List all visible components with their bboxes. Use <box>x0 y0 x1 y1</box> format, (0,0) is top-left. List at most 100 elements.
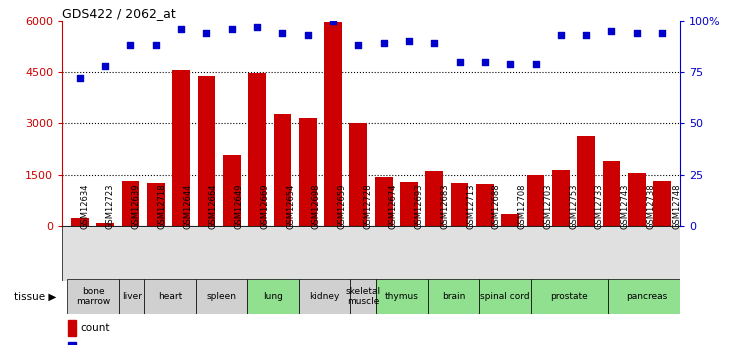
Point <box>99 63 111 69</box>
Bar <box>501 214 519 226</box>
Text: tissue ▶: tissue ▶ <box>14 292 56 302</box>
Bar <box>428 279 479 314</box>
Text: GSM12669: GSM12669 <box>260 183 269 229</box>
Bar <box>196 279 247 314</box>
Bar <box>375 177 393 226</box>
Point <box>276 30 288 36</box>
Point <box>251 24 263 30</box>
Bar <box>147 183 164 226</box>
Point <box>226 26 238 32</box>
Text: GSM12639: GSM12639 <box>132 183 140 229</box>
Text: GSM12649: GSM12649 <box>235 183 243 229</box>
Bar <box>476 184 493 226</box>
Text: GSM12708: GSM12708 <box>518 183 526 229</box>
Point <box>580 32 592 38</box>
Bar <box>299 279 350 314</box>
Bar <box>145 279 196 314</box>
Bar <box>349 123 367 226</box>
Bar <box>247 279 299 314</box>
Text: GSM12713: GSM12713 <box>466 183 475 229</box>
Text: GSM12748: GSM12748 <box>672 183 681 229</box>
Text: GSM12688: GSM12688 <box>492 183 501 229</box>
Text: GSM12674: GSM12674 <box>389 183 398 229</box>
Text: heart: heart <box>158 292 182 301</box>
Bar <box>602 161 621 226</box>
Text: spleen: spleen <box>207 292 237 301</box>
Bar <box>67 279 118 314</box>
Point <box>125 42 137 48</box>
Text: GSM12693: GSM12693 <box>414 183 424 229</box>
Point <box>150 42 162 48</box>
Bar <box>273 114 291 226</box>
Text: kidney: kidney <box>309 292 340 301</box>
Bar <box>223 155 240 226</box>
Text: count: count <box>80 323 110 333</box>
Bar <box>173 70 190 226</box>
Text: GSM12644: GSM12644 <box>183 183 192 229</box>
Point <box>504 61 516 67</box>
Point <box>454 59 466 65</box>
Text: brain: brain <box>442 292 465 301</box>
Text: GSM12738: GSM12738 <box>646 183 656 229</box>
Text: GSM12718: GSM12718 <box>157 183 167 229</box>
Text: GDS422 / 2062_at: GDS422 / 2062_at <box>62 7 176 20</box>
Bar <box>197 76 216 226</box>
Text: thymus: thymus <box>385 292 419 301</box>
Bar <box>425 170 443 226</box>
Point <box>74 76 86 81</box>
Bar <box>299 118 317 226</box>
Point <box>327 18 339 23</box>
Point <box>302 32 314 38</box>
Point <box>200 30 212 36</box>
Text: GSM12654: GSM12654 <box>286 183 295 229</box>
Text: GSM12659: GSM12659 <box>338 183 346 229</box>
Bar <box>62 226 680 281</box>
Text: lung: lung <box>263 292 283 301</box>
Text: GSM12753: GSM12753 <box>569 183 578 229</box>
Bar <box>118 279 145 314</box>
Text: GSM12703: GSM12703 <box>543 183 553 229</box>
Bar <box>400 182 418 226</box>
Text: GSM12634: GSM12634 <box>80 183 89 229</box>
Text: bone
marrow: bone marrow <box>76 287 110 306</box>
Bar <box>350 279 376 314</box>
Bar <box>376 279 428 314</box>
Point <box>530 61 542 67</box>
Bar <box>552 170 569 226</box>
Bar <box>607 279 685 314</box>
Point <box>403 39 414 44</box>
Text: pancreas: pancreas <box>626 292 667 301</box>
Point <box>656 30 668 36</box>
Text: GSM12683: GSM12683 <box>441 183 450 229</box>
Point <box>605 28 617 34</box>
Point <box>175 26 187 32</box>
Bar <box>324 22 342 226</box>
Bar <box>249 73 266 226</box>
Point <box>352 42 364 48</box>
Text: skeletal
muscle: skeletal muscle <box>346 287 381 306</box>
Text: GSM12698: GSM12698 <box>312 183 321 229</box>
Bar <box>68 342 76 345</box>
Point <box>378 40 390 46</box>
Text: GSM12733: GSM12733 <box>595 183 604 229</box>
Point <box>479 59 491 65</box>
Text: prostate: prostate <box>550 292 588 301</box>
Text: GSM12664: GSM12664 <box>209 183 218 229</box>
Bar <box>654 181 671 226</box>
Bar <box>531 279 607 314</box>
Bar <box>577 136 595 226</box>
Text: GSM12743: GSM12743 <box>621 183 629 229</box>
Point <box>555 32 567 38</box>
Bar <box>71 218 88 226</box>
Bar <box>68 320 76 336</box>
Text: spinal cord: spinal cord <box>480 292 530 301</box>
Bar <box>451 183 469 226</box>
Point <box>428 40 440 46</box>
Text: GSM12728: GSM12728 <box>363 183 372 229</box>
Bar <box>526 175 545 226</box>
Bar <box>121 181 140 226</box>
Text: GSM12723: GSM12723 <box>106 183 115 229</box>
Bar <box>628 173 645 226</box>
Bar <box>96 223 114 226</box>
Point <box>631 30 643 36</box>
